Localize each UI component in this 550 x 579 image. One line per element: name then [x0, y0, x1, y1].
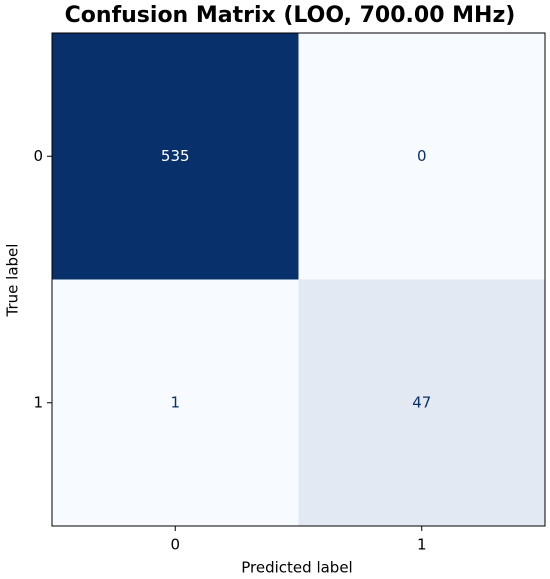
- cell: [298, 279, 545, 526]
- cell: [298, 33, 545, 280]
- cell-label: 47: [412, 393, 431, 411]
- chart-title: Confusion Matrix (LOO, 700.00 MHz): [65, 3, 516, 28]
- plot-frame: [51, 32, 546, 527]
- cell: [52, 33, 299, 280]
- cell-label: 0: [417, 147, 427, 165]
- x-axis-label: Predicted label: [241, 559, 352, 577]
- cell: [52, 279, 299, 526]
- y-tick-label: 0: [33, 147, 43, 165]
- x-tick-label: 1: [417, 536, 427, 554]
- cell-label: 1: [170, 393, 180, 411]
- cell-label: 535: [161, 147, 190, 165]
- y-axis-label: True label: [4, 244, 22, 318]
- y-tick-label: 1: [33, 393, 43, 411]
- x-tick-label: 0: [170, 536, 180, 554]
